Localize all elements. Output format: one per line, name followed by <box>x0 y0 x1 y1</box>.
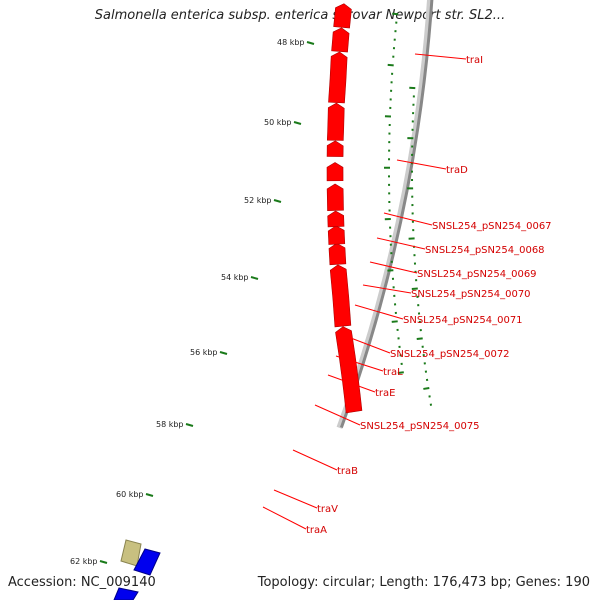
tick-label: 60 kbp <box>116 490 144 499</box>
gene-label: traL <box>383 367 403 378</box>
tick-mark <box>273 199 282 203</box>
leader-line <box>383 212 433 226</box>
tick-label: 56 kbp <box>190 348 218 357</box>
gene-arrow <box>326 183 344 211</box>
gene-label: SNSL254_pSN254_0072 <box>390 349 510 360</box>
leader-line <box>354 304 404 320</box>
gene-arrow <box>327 210 345 228</box>
gene-arrow <box>328 242 347 266</box>
major-tick <box>391 320 398 323</box>
gene-label: traD <box>446 165 468 176</box>
gene-arrow <box>333 3 352 29</box>
leader-line <box>335 355 384 372</box>
leader-line <box>273 489 318 509</box>
leader-line <box>376 237 426 250</box>
tick-mark <box>293 121 302 125</box>
tick-label: 52 kbp <box>244 196 272 205</box>
gene-arrow <box>326 162 344 182</box>
map-title: Salmonella enterica subsp. enterica sero… <box>94 8 506 23</box>
tick-mark <box>250 276 259 280</box>
tick-mark <box>99 560 108 564</box>
gene-arrow <box>326 102 345 141</box>
gene-label: traE <box>375 388 395 399</box>
leader-line <box>369 261 418 274</box>
gene-label: SNSL254_pSN254_0068 <box>425 245 545 256</box>
gene-label: SNSL254_pSN254_0067 <box>432 221 552 232</box>
leader-line <box>362 284 412 294</box>
feature-blue <box>133 548 161 576</box>
gene-arrow <box>327 225 346 245</box>
gene-label: traI <box>466 55 483 66</box>
accession-text: Accession: NC_009140 <box>8 575 156 590</box>
gene-arrow <box>335 326 363 414</box>
outer-major-tick <box>416 337 423 341</box>
backbone-arc <box>339 0 434 428</box>
outer-major-tick <box>423 387 430 390</box>
gene-label: SNSL254_pSN254_0075 <box>360 421 480 432</box>
backbone-shadow <box>336 0 433 429</box>
gene-arrow <box>326 140 344 157</box>
gene-label: SNSL254_pSN254_0071 <box>403 315 523 326</box>
gene-label: traA <box>306 525 327 536</box>
tick-label: 62 kbp <box>70 557 98 566</box>
tick-label: 58 kbp <box>156 420 184 429</box>
leader-line <box>396 159 447 170</box>
major-tick <box>392 12 399 16</box>
gene-arrow <box>329 264 352 328</box>
feature-blue <box>113 587 139 600</box>
gene-label: SNSL254_pSN254_0070 <box>411 289 531 300</box>
summary-text: Topology: circular; Length: 176,473 bp; … <box>257 575 590 590</box>
gene-arrow <box>328 51 348 104</box>
tick-label: 48 kbp <box>277 38 305 47</box>
gene-label: SNSL254_pSN254_0069 <box>417 269 537 280</box>
gene-label: traB <box>337 466 358 477</box>
gene-arrow <box>331 27 350 53</box>
tick-label: 50 kbp <box>264 118 292 127</box>
tick-mark <box>145 493 154 497</box>
leader-line <box>262 506 307 530</box>
leader-line <box>414 53 467 60</box>
tick-mark <box>219 351 228 355</box>
leader-line <box>314 404 361 426</box>
tick-mark <box>306 41 315 45</box>
leader-line <box>342 334 391 354</box>
tick-label: 54 kbp <box>221 273 249 282</box>
major-tick <box>397 371 404 375</box>
tick-mark <box>185 423 194 427</box>
leader-line <box>327 374 376 393</box>
gene-label: traV <box>317 504 338 515</box>
leader-line <box>292 449 338 471</box>
